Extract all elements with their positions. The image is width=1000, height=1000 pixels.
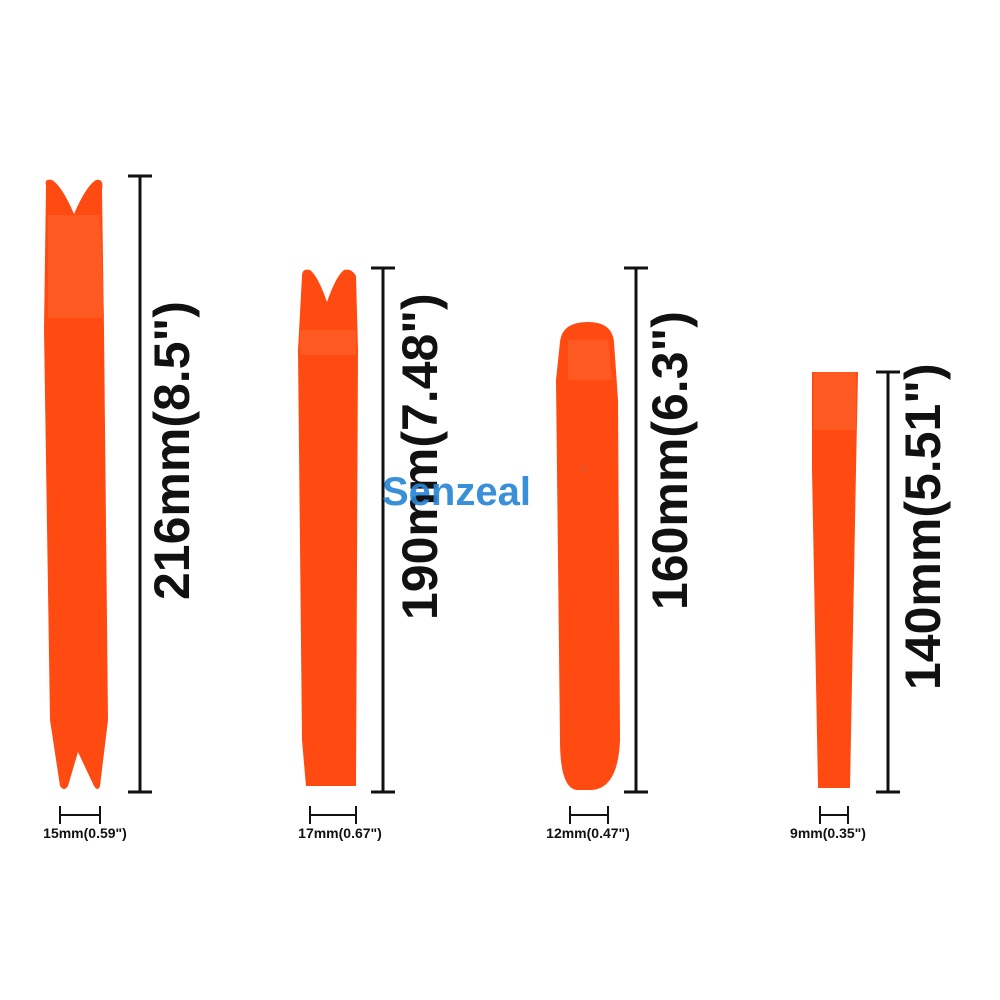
pry-tool-2 bbox=[298, 269, 358, 787]
length-bar-1 bbox=[128, 174, 152, 794]
length-bar-3 bbox=[624, 266, 648, 794]
width-label-4: 9mm(0.35") bbox=[790, 825, 866, 841]
length-label-1: 216mm(8.5") bbox=[144, 301, 200, 600]
width-bar-2 bbox=[309, 806, 357, 824]
width-label-2: 17mm(0.67") bbox=[298, 825, 382, 841]
length-label-4: 140mm(5.51") bbox=[895, 363, 951, 690]
length-label-3: 160mm(6.3") bbox=[642, 311, 698, 610]
brand-watermark: Senzeal bbox=[382, 470, 531, 514]
pry-tool-1 bbox=[44, 179, 108, 790]
pry-tool-1-ridge bbox=[48, 215, 104, 318]
length-bar-2 bbox=[371, 266, 395, 794]
pry-tool-2-ridge bbox=[300, 330, 356, 355]
width-bar-4 bbox=[819, 806, 849, 824]
pry-tool-4-ridge bbox=[814, 372, 856, 430]
pry-tool-3-ridge bbox=[568, 340, 612, 380]
registered-mark: ® bbox=[580, 464, 589, 476]
length-bar-4 bbox=[876, 370, 900, 794]
pry-tool-3 bbox=[556, 322, 620, 790]
width-label-3: 12mm(0.47") bbox=[546, 825, 630, 841]
width-bar-3 bbox=[569, 806, 609, 824]
width-label-1: 15mm(0.59") bbox=[43, 825, 127, 841]
width-bar-1 bbox=[59, 806, 101, 824]
pry-tool-4 bbox=[812, 372, 858, 788]
